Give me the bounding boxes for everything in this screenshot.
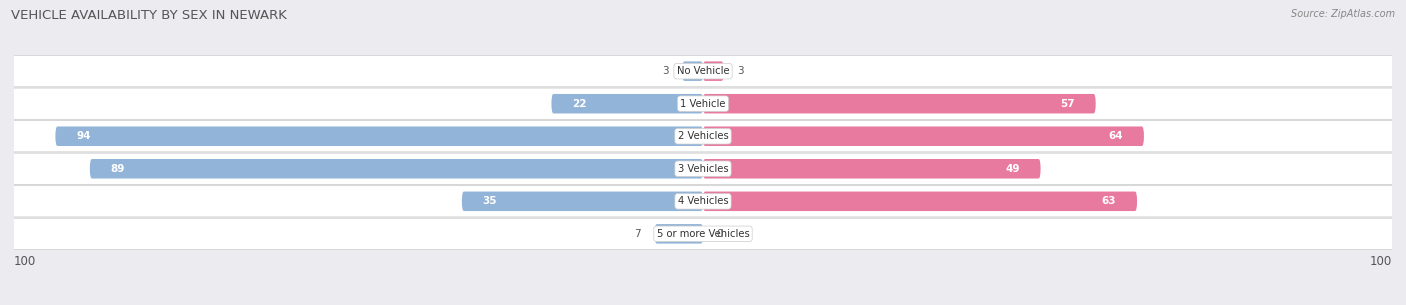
Text: 49: 49 <box>1005 164 1019 174</box>
Text: No Vehicle: No Vehicle <box>676 66 730 76</box>
Text: 64: 64 <box>1108 131 1123 141</box>
FancyBboxPatch shape <box>461 192 703 211</box>
Text: 57: 57 <box>1060 99 1076 109</box>
Text: 100: 100 <box>14 255 37 268</box>
Text: 3 Vehicles: 3 Vehicles <box>678 164 728 174</box>
FancyBboxPatch shape <box>90 159 703 178</box>
Text: 7: 7 <box>634 229 641 239</box>
Text: 3: 3 <box>662 66 669 76</box>
Legend: Male, Female: Male, Female <box>638 304 768 305</box>
FancyBboxPatch shape <box>703 127 1144 146</box>
Text: 2 Vehicles: 2 Vehicles <box>678 131 728 141</box>
Text: 0: 0 <box>717 229 723 239</box>
Text: VEHICLE AVAILABILITY BY SEX IN NEWARK: VEHICLE AVAILABILITY BY SEX IN NEWARK <box>11 9 287 22</box>
FancyBboxPatch shape <box>703 159 1040 178</box>
FancyBboxPatch shape <box>703 192 1137 211</box>
FancyBboxPatch shape <box>11 120 1395 152</box>
Text: Source: ZipAtlas.com: Source: ZipAtlas.com <box>1291 9 1395 19</box>
FancyBboxPatch shape <box>703 61 724 81</box>
Text: 94: 94 <box>76 131 90 141</box>
Text: 3: 3 <box>738 66 744 76</box>
Text: 22: 22 <box>572 99 586 109</box>
FancyBboxPatch shape <box>11 88 1395 119</box>
FancyBboxPatch shape <box>11 218 1395 249</box>
FancyBboxPatch shape <box>55 127 703 146</box>
Text: 89: 89 <box>111 164 125 174</box>
Text: 1 Vehicle: 1 Vehicle <box>681 99 725 109</box>
Text: 63: 63 <box>1102 196 1116 206</box>
FancyBboxPatch shape <box>682 61 703 81</box>
FancyBboxPatch shape <box>11 56 1395 87</box>
FancyBboxPatch shape <box>11 153 1395 185</box>
FancyBboxPatch shape <box>551 94 703 113</box>
Text: 4 Vehicles: 4 Vehicles <box>678 196 728 206</box>
FancyBboxPatch shape <box>11 186 1395 217</box>
FancyBboxPatch shape <box>655 224 703 244</box>
Text: 100: 100 <box>1369 255 1392 268</box>
FancyBboxPatch shape <box>703 94 1095 113</box>
Text: 35: 35 <box>482 196 498 206</box>
Text: 5 or more Vehicles: 5 or more Vehicles <box>657 229 749 239</box>
